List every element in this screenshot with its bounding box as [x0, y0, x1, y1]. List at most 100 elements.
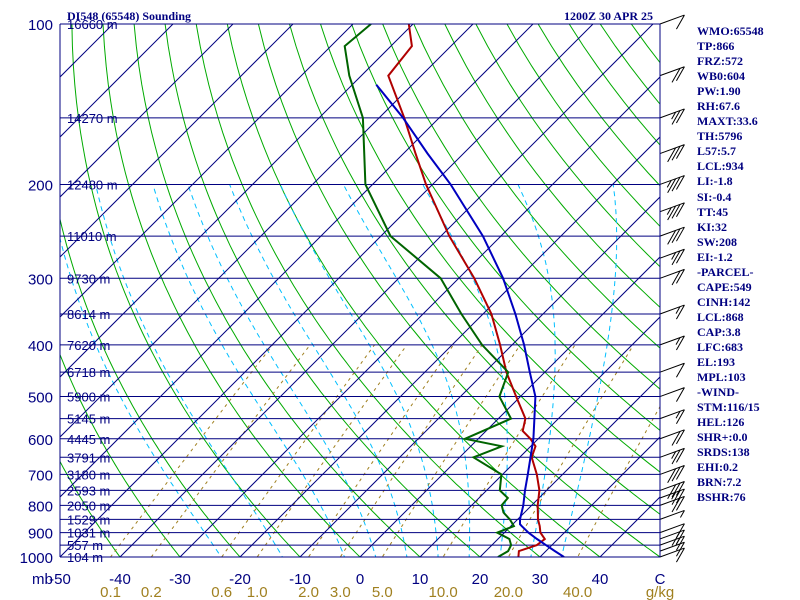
moist-adiabat [60, 236, 222, 557]
index-item: TH:5796 [697, 129, 743, 144]
index-item: SRDS:138 [697, 445, 750, 460]
pressure-tick-label: 500 [28, 390, 53, 407]
pressure-tick-label: 300 [28, 271, 53, 288]
wind-barb-flag [667, 205, 677, 221]
dewpoint-trace [343, 24, 516, 557]
isotherm [119, 24, 654, 557]
index-item: LFC:683 [697, 339, 743, 354]
indices-panel: WMO:65548 TP:866 FRZ:572 WB0:604 PW:1.90 RH:6… [697, 24, 800, 506]
temperature-tick-label: -50 [49, 571, 71, 588]
wind-barb [659, 409, 685, 424]
wind-barb-flag [675, 523, 685, 538]
wind-barb-flag [675, 387, 685, 402]
pressure-tick-label: 800 [28, 498, 53, 515]
height-label: 6718 m [67, 365, 110, 380]
pressure-tick-label: 600 [28, 432, 53, 449]
isotherm [359, 256, 660, 557]
wind-barb-half-flag [666, 180, 672, 188]
dry-adiabat [195, 24, 541, 557]
isotherm [479, 376, 660, 557]
wind-barb-staff [659, 495, 685, 506]
index-item: KI:32 [697, 219, 727, 234]
height-label: 9730 m [67, 271, 110, 286]
pressure-tick-label: 900 [28, 526, 53, 543]
isotherm [299, 196, 660, 557]
mixing-ratio-line [381, 344, 521, 557]
mixing-ratio-tick-label: 0.1 [100, 584, 121, 600]
wind-barb-flag [671, 431, 681, 446]
mixing-ratio-line [150, 344, 311, 557]
mixing-ratio-tick-label: 1.0 [247, 584, 268, 600]
temperature-tick-label: -20 [229, 571, 251, 588]
height-label: 11010 m [67, 229, 117, 244]
mixing-ratio-line [256, 344, 408, 557]
wind-barb-half-flag [675, 411, 681, 419]
dry-adiabat [413, 24, 660, 349]
wind-barb-flag [675, 465, 685, 480]
height-label: 14270 m [67, 111, 118, 126]
wind-barb-flag [667, 178, 677, 193]
wind-barb-flag [675, 448, 685, 463]
wind-barb [659, 202, 685, 221]
wind-barb-staff [659, 362, 685, 373]
index-item: SI:-0.4 [697, 189, 732, 204]
dry-adiabat [351, 24, 660, 431]
wind-barb-half-flag [675, 306, 681, 314]
background-grid [0, 12, 660, 568]
wind-barb-staff [659, 429, 685, 440]
isotherm [0, 12, 5, 568]
wind-barb-flag [675, 429, 685, 445]
index-item: EL:193 [697, 355, 736, 370]
temperature-unit-label: C [655, 571, 666, 588]
mixing-ratio-line [339, 344, 483, 557]
wind-barb-staff [659, 509, 685, 520]
wind-barb [659, 387, 685, 402]
isotherm [60, 24, 234, 198]
wind-barb-flag [675, 547, 685, 563]
temperature-tick-label: 0 [356, 571, 364, 588]
wind-barbs [659, 14, 685, 563]
isotherm [60, 24, 534, 498]
index-item: MAXT:33.6 [697, 114, 758, 129]
wind-barb-half-flag [671, 252, 677, 260]
wind-barb [659, 175, 685, 193]
wind-barb-staff [659, 268, 685, 279]
wind-barb [659, 488, 685, 505]
wind-barb-flag [667, 484, 677, 499]
index-item: -PARCEL- [697, 264, 754, 279]
isotherm [60, 24, 174, 138]
height-label: 16660 m [67, 17, 118, 32]
dry-adiabat [382, 24, 660, 390]
wind-barb-flag [671, 490, 681, 505]
wind-barb-flag [671, 204, 681, 219]
temperature-tick-label: -30 [169, 571, 191, 588]
wind-barb-flag [675, 269, 685, 284]
wind-barb-half-flag [671, 492, 677, 500]
moist-adiabat [560, 184, 618, 557]
wind-barb-flag [675, 488, 685, 504]
temperature-tick-label: 30 [532, 571, 549, 588]
moist-adiabat [229, 184, 408, 557]
wind-barb-flag [675, 249, 685, 264]
wind-barb-flag [667, 230, 677, 245]
wind-barb-staff [659, 226, 685, 237]
wind-barb-half-flag [679, 510, 685, 518]
mixing-ratio-tick-label: 3.0 [330, 584, 351, 600]
mixing-ratio-line [442, 344, 576, 557]
index-item: MPL:103 [697, 370, 746, 385]
dry-adiabat [289, 24, 660, 515]
wind-barb-flag [675, 144, 685, 159]
pressure-unit-label: mb [32, 571, 53, 588]
pressure-tick-label: 1000 [20, 550, 53, 567]
height-label: 5145 m [67, 412, 110, 427]
wind-barb-flag [671, 497, 681, 513]
index-item: CINH:142 [697, 294, 751, 309]
moist-adiabat [187, 184, 377, 557]
wind-barb-staff [659, 175, 685, 185]
temperature-tick-label: -40 [109, 571, 131, 588]
height-label: 2050 m [67, 498, 110, 513]
index-item: SHR+:0.0 [697, 430, 748, 445]
height-label: 2593 m [67, 483, 110, 498]
wind-barb-flag [671, 228, 681, 244]
sounding-traces [343, 24, 565, 557]
